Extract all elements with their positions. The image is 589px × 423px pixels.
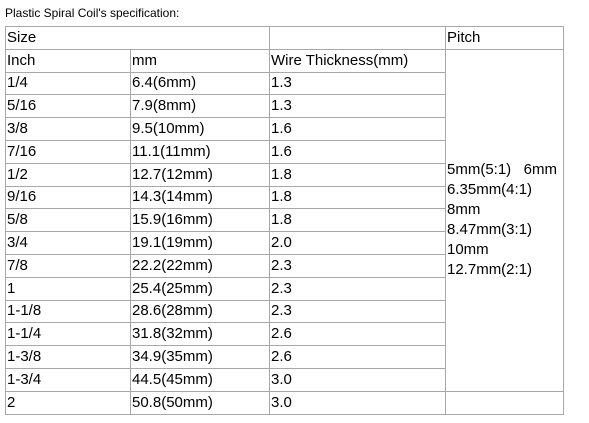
table-cell: 7/8 bbox=[5, 254, 131, 278]
header-cell: Size bbox=[5, 26, 270, 50]
table-cell: 11.1(11mm) bbox=[130, 140, 270, 164]
table-cell: 9.5(10mm) bbox=[130, 117, 270, 141]
table-cell: 1-3/8 bbox=[5, 345, 131, 369]
table-cell: 1.8 bbox=[269, 185, 446, 210]
table-cell: 1-3/4 bbox=[5, 368, 131, 392]
table-cell: 7/16 bbox=[5, 140, 131, 164]
table-cell: 1 bbox=[5, 276, 131, 301]
table-cell: 25.4(25mm) bbox=[130, 276, 270, 301]
table-cell: 31.8(32mm) bbox=[130, 322, 270, 347]
table-cell: 2.3 bbox=[269, 254, 446, 278]
table-cell: 2 bbox=[5, 390, 131, 415]
header-cell: Pitch bbox=[445, 26, 564, 50]
table-cell: 1.3 bbox=[269, 94, 446, 119]
table-cell: 1/2 bbox=[5, 162, 131, 187]
table-cell bbox=[445, 390, 564, 415]
table-cell: 2.6 bbox=[269, 345, 446, 369]
table-cell: 5/8 bbox=[5, 208, 131, 233]
column-header: Inch bbox=[5, 48, 131, 73]
column-header: Wire Thickness(mm) bbox=[269, 48, 446, 73]
table-cell: 2.3 bbox=[269, 276, 446, 301]
pitch-line: 12.7mm(2:1) bbox=[447, 261, 533, 279]
table-cell: 34.9(35mm) bbox=[130, 345, 270, 369]
table-cell: 15.9(16mm) bbox=[130, 208, 270, 233]
table-cell: 3/4 bbox=[5, 231, 131, 255]
table-cell: 2.3 bbox=[269, 299, 446, 324]
table-cell: 44.5(45mm) bbox=[130, 368, 270, 392]
pitch-line: 5mm(5:1) 6mm bbox=[447, 161, 558, 179]
pitch-line: 8.47mm(3:1) bbox=[447, 221, 533, 239]
table-cell: 3/8 bbox=[5, 117, 131, 141]
table-cell: 6.4(6mm) bbox=[130, 71, 270, 96]
header-cell bbox=[269, 26, 446, 50]
table-cell: 1.3 bbox=[269, 71, 446, 96]
caption: Plastic Spiral Coil's specification: bbox=[5, 6, 180, 20]
table-cell: 5/16 bbox=[5, 94, 131, 119]
table-cell: 14.3(14mm) bbox=[130, 185, 270, 210]
table-cell: 1-1/8 bbox=[5, 299, 131, 324]
table-cell: 2.6 bbox=[269, 322, 446, 347]
table-cell: 1/4 bbox=[5, 71, 131, 96]
pitch-cell: 5mm(5:1) 6mm 6.35mm(4:1) 8mm 8.47mm(3:1) 10m… bbox=[445, 48, 564, 392]
table-cell: 1.6 bbox=[269, 140, 446, 164]
table-cell: 50.8(50mm) bbox=[130, 390, 270, 415]
pitch-line: 8mm bbox=[447, 201, 481, 219]
table-cell: 28.6(28mm) bbox=[130, 299, 270, 324]
pitch-line: 10mm bbox=[447, 241, 489, 259]
table-cell: 3.0 bbox=[269, 368, 446, 392]
table-cell: 22.2(22mm) bbox=[130, 254, 270, 278]
table-cell: 7.9(8mm) bbox=[130, 94, 270, 119]
table-cell: 3.0 bbox=[269, 390, 446, 415]
table-cell: 9/16 bbox=[5, 185, 131, 210]
table-cell: 2.0 bbox=[269, 231, 446, 255]
table-cell: 12.7(12mm) bbox=[130, 162, 270, 187]
table-cell: 1-1/4 bbox=[5, 322, 131, 347]
column-header: mm bbox=[130, 48, 270, 73]
table-cell: 19.1(19mm) bbox=[130, 231, 270, 255]
table-cell: 1.8 bbox=[269, 162, 446, 187]
pitch-line: 6.35mm(4:1) bbox=[447, 181, 533, 199]
table-cell: 1.6 bbox=[269, 117, 446, 141]
table-cell: 1.8 bbox=[269, 208, 446, 233]
